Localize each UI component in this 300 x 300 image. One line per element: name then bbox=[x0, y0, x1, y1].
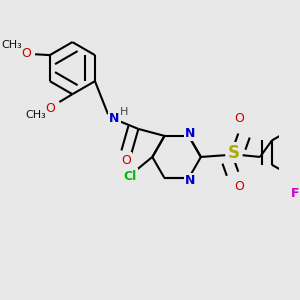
Text: O: O bbox=[21, 47, 31, 60]
Text: N: N bbox=[109, 112, 119, 125]
Text: N: N bbox=[185, 127, 196, 140]
Text: S: S bbox=[228, 144, 240, 162]
Text: CH₃: CH₃ bbox=[26, 110, 46, 120]
Text: H: H bbox=[120, 106, 129, 117]
Text: Cl: Cl bbox=[123, 169, 136, 183]
Text: O: O bbox=[234, 180, 244, 193]
Text: O: O bbox=[45, 103, 55, 116]
Text: N: N bbox=[185, 174, 196, 187]
Text: F: F bbox=[291, 187, 300, 200]
Text: O: O bbox=[121, 154, 131, 167]
Text: CH₃: CH₃ bbox=[1, 40, 22, 50]
Text: O: O bbox=[234, 112, 244, 125]
